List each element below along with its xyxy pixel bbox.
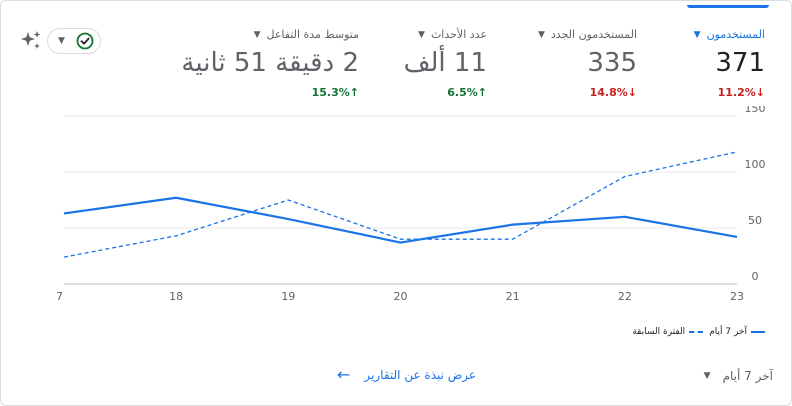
metric-value: 335 <box>587 48 637 78</box>
x-tick-label: 20 <box>394 290 408 303</box>
date-range-label: آخر 7 أيام <box>722 369 773 383</box>
legend-label-current: آخر 7 أيام <box>709 327 747 337</box>
metric-label: المستخدمون ▼ <box>693 28 765 41</box>
y-tick-label: 150 <box>745 106 766 115</box>
status-dropdown[interactable]: ▼ <box>47 28 101 54</box>
metric-change: 6.5%↑ <box>447 86 487 99</box>
metric-label: المستخدمون الجدد ▼ <box>537 28 637 41</box>
metric-value: 11 ألف <box>403 48 487 78</box>
caret-down-icon: ▼ <box>537 29 545 40</box>
metric-change: 14.8%↓ <box>589 86 637 99</box>
reports-link-label: عرض نبذة عن التقارير <box>364 368 477 382</box>
arrow-left-icon: ← <box>337 365 351 384</box>
metric-value: 371 <box>715 48 765 78</box>
caret-down-icon: ▼ <box>703 371 711 381</box>
y-tick-label: 50 <box>748 214 762 227</box>
x-tick-label: 22 <box>618 290 632 303</box>
legend-swatch-solid <box>751 331 765 333</box>
arrow-up-icon: ↑ <box>349 86 359 99</box>
chart-legend: آخر 7 أيام الفترة السابقة <box>632 327 765 337</box>
metric-value: 2 دقيقة 51 ثانية <box>181 48 359 78</box>
y-tick-label: 0 <box>752 270 759 283</box>
metric-change: 11.2%↓ <box>717 86 765 99</box>
x-tick-label: 23 <box>730 290 744 303</box>
metric-label: عدد الأحداث ▼ <box>418 28 487 41</box>
series-line-current <box>63 196 738 244</box>
y-tick-label: 100 <box>745 158 766 171</box>
date-range-dropdown[interactable]: آخر 7 أيام ▼ <box>704 369 773 383</box>
metric-label: متوسط مدة التفاعل ▼ <box>253 28 359 41</box>
caret-down-icon: ▼ <box>58 36 65 46</box>
x-tick-label: 7 <box>56 290 63 303</box>
legend-item-previous: الفترة السابقة <box>632 327 704 337</box>
x-tick-label: 18 <box>169 290 183 303</box>
series-line-previous <box>63 151 738 258</box>
caret-down-icon: ▼ <box>693 29 701 40</box>
x-tick-label: 19 <box>281 290 295 303</box>
x-tick-label: 21 <box>506 290 520 303</box>
check-circle-icon <box>76 32 94 50</box>
sparkle-icon[interactable] <box>19 29 43 53</box>
active-tab-indicator <box>687 5 769 8</box>
legend-label-previous: الفترة السابقة <box>632 327 686 337</box>
arrow-down-icon: ↓ <box>627 86 637 99</box>
arrow-down-icon: ↓ <box>755 86 765 99</box>
view-reports-link[interactable]: ← عرض نبذة عن التقارير <box>337 367 476 383</box>
metric-change: 15.3%↑ <box>311 86 359 99</box>
caret-down-icon: ▼ <box>418 29 425 40</box>
caret-down-icon: ▼ <box>253 29 261 40</box>
legend-swatch-dashed <box>689 331 704 333</box>
legend-item-current: آخر 7 أيام <box>709 327 765 337</box>
arrow-up-icon: ↑ <box>477 86 487 99</box>
line-chart: 0 50 100 150 7 18 19 20 21 22 23 <box>56 106 766 303</box>
